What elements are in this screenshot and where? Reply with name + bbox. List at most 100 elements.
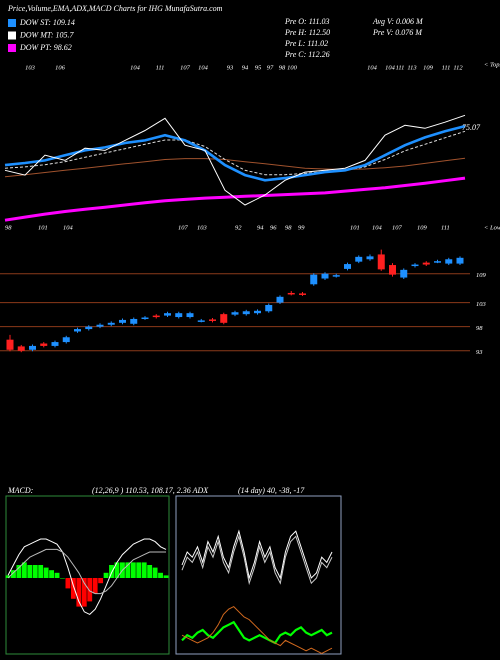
macd-title: MACD:	[7, 486, 34, 495]
y-tick-label: 103	[476, 301, 487, 308]
histogram-bar	[114, 562, 120, 578]
ema-line	[4, 176, 466, 222]
histogram-bar	[11, 570, 16, 578]
candle-body	[344, 264, 351, 269]
candle-body	[276, 296, 284, 303]
price-label: 93	[227, 64, 234, 71]
price-label: 107	[178, 224, 189, 231]
quote: Pre V: 0.076 M	[372, 28, 423, 37]
histogram-bar	[65, 578, 71, 589]
histogram-bar	[92, 578, 98, 594]
price-label: 103	[25, 64, 36, 71]
histogram-bar	[163, 575, 169, 578]
price-label: 92	[235, 224, 242, 231]
price-label: 109	[417, 224, 428, 231]
price-label: 99	[298, 224, 305, 231]
candle-body	[287, 292, 295, 295]
candle-body	[422, 262, 430, 265]
price-label: 104	[372, 224, 383, 231]
price-label: 107	[392, 224, 403, 231]
adx-line	[181, 620, 333, 645]
candle-body	[231, 312, 239, 315]
macd-line	[7, 538, 167, 615]
y-tick-label: 98	[476, 325, 483, 332]
y-tick-label: 93	[476, 349, 483, 356]
histogram-bar	[54, 572, 60, 578]
candle-body	[152, 315, 160, 318]
candle-body	[242, 311, 250, 315]
ema-line	[4, 114, 466, 206]
price-label: 94	[257, 224, 264, 231]
price-label: 104	[385, 64, 396, 71]
price-label: 107	[180, 64, 191, 71]
price-label: 98	[285, 224, 292, 231]
candle-body	[141, 317, 149, 320]
histogram-bar	[70, 578, 76, 599]
candle-body	[265, 305, 273, 312]
price-label: 113	[407, 64, 417, 71]
quote: Pre O: 111.03	[284, 17, 330, 26]
candle-body	[389, 265, 396, 275]
candle-body	[62, 337, 70, 343]
histogram-bar	[32, 565, 38, 578]
histogram-bar	[21, 562, 27, 578]
histogram-bar	[5, 575, 11, 578]
candle-body	[355, 256, 363, 262]
candle-body	[107, 322, 115, 325]
candle-body	[164, 313, 171, 316]
candle-body	[209, 319, 216, 321]
histogram-bar	[43, 567, 49, 578]
adx-line	[181, 529, 333, 580]
histogram-bar	[87, 578, 93, 602]
quote: Pre L: 111.02	[284, 39, 328, 48]
price-label: 94	[242, 64, 249, 71]
histogram-bar	[152, 567, 158, 578]
adx-frame	[175, 495, 342, 655]
price-label: 109	[423, 64, 434, 71]
candle-body	[51, 342, 59, 346]
candle-body	[96, 324, 104, 327]
ema-line	[4, 124, 466, 182]
price-label: 111	[396, 64, 405, 71]
histogram-bar	[141, 562, 147, 578]
histogram-bar	[147, 565, 153, 578]
price-label: 104	[198, 64, 209, 71]
price-label: 98	[5, 224, 12, 231]
y-tick-label: 109	[476, 272, 487, 279]
candle-body	[186, 313, 194, 318]
histogram-bar	[60, 578, 65, 579]
price-label: 97	[267, 64, 274, 71]
histogram-bar	[76, 578, 82, 607]
histogram-bar	[81, 578, 87, 607]
quote: Avg V: 0.006 M	[372, 17, 424, 26]
candle-body	[411, 264, 419, 267]
quote: Pre C: 112.26	[284, 50, 330, 59]
legend-label: DOW MT: 105.7	[19, 30, 75, 39]
histogram-bar	[158, 572, 163, 578]
price-label: 95	[255, 64, 262, 71]
histogram-bar	[136, 562, 142, 578]
price-label: 104	[63, 224, 74, 231]
macd-frame	[5, 495, 170, 655]
legend-swatch	[8, 31, 16, 40]
candle-body	[456, 257, 464, 264]
candle-body	[175, 313, 183, 318]
histogram-bar	[49, 570, 55, 578]
ema-annotation: 75.07	[462, 123, 481, 132]
price-label: 98	[279, 64, 286, 71]
candle-body	[197, 320, 205, 322]
price-label: 111	[156, 64, 165, 71]
candle-body	[366, 256, 374, 260]
tops-label: < Tops	[484, 61, 500, 68]
histogram-bar	[125, 562, 131, 578]
macd-params: (12,26,9 ) 110.53, 108.17, 2.36 ADX	[92, 486, 209, 495]
histogram-bar	[109, 565, 114, 578]
ema-line	[4, 157, 466, 178]
candle-body	[254, 310, 261, 314]
histogram-bar	[27, 565, 33, 578]
candle-body	[130, 318, 138, 324]
candle-body	[29, 345, 36, 350]
legend-label: DOW ST: 109.14	[19, 18, 75, 27]
